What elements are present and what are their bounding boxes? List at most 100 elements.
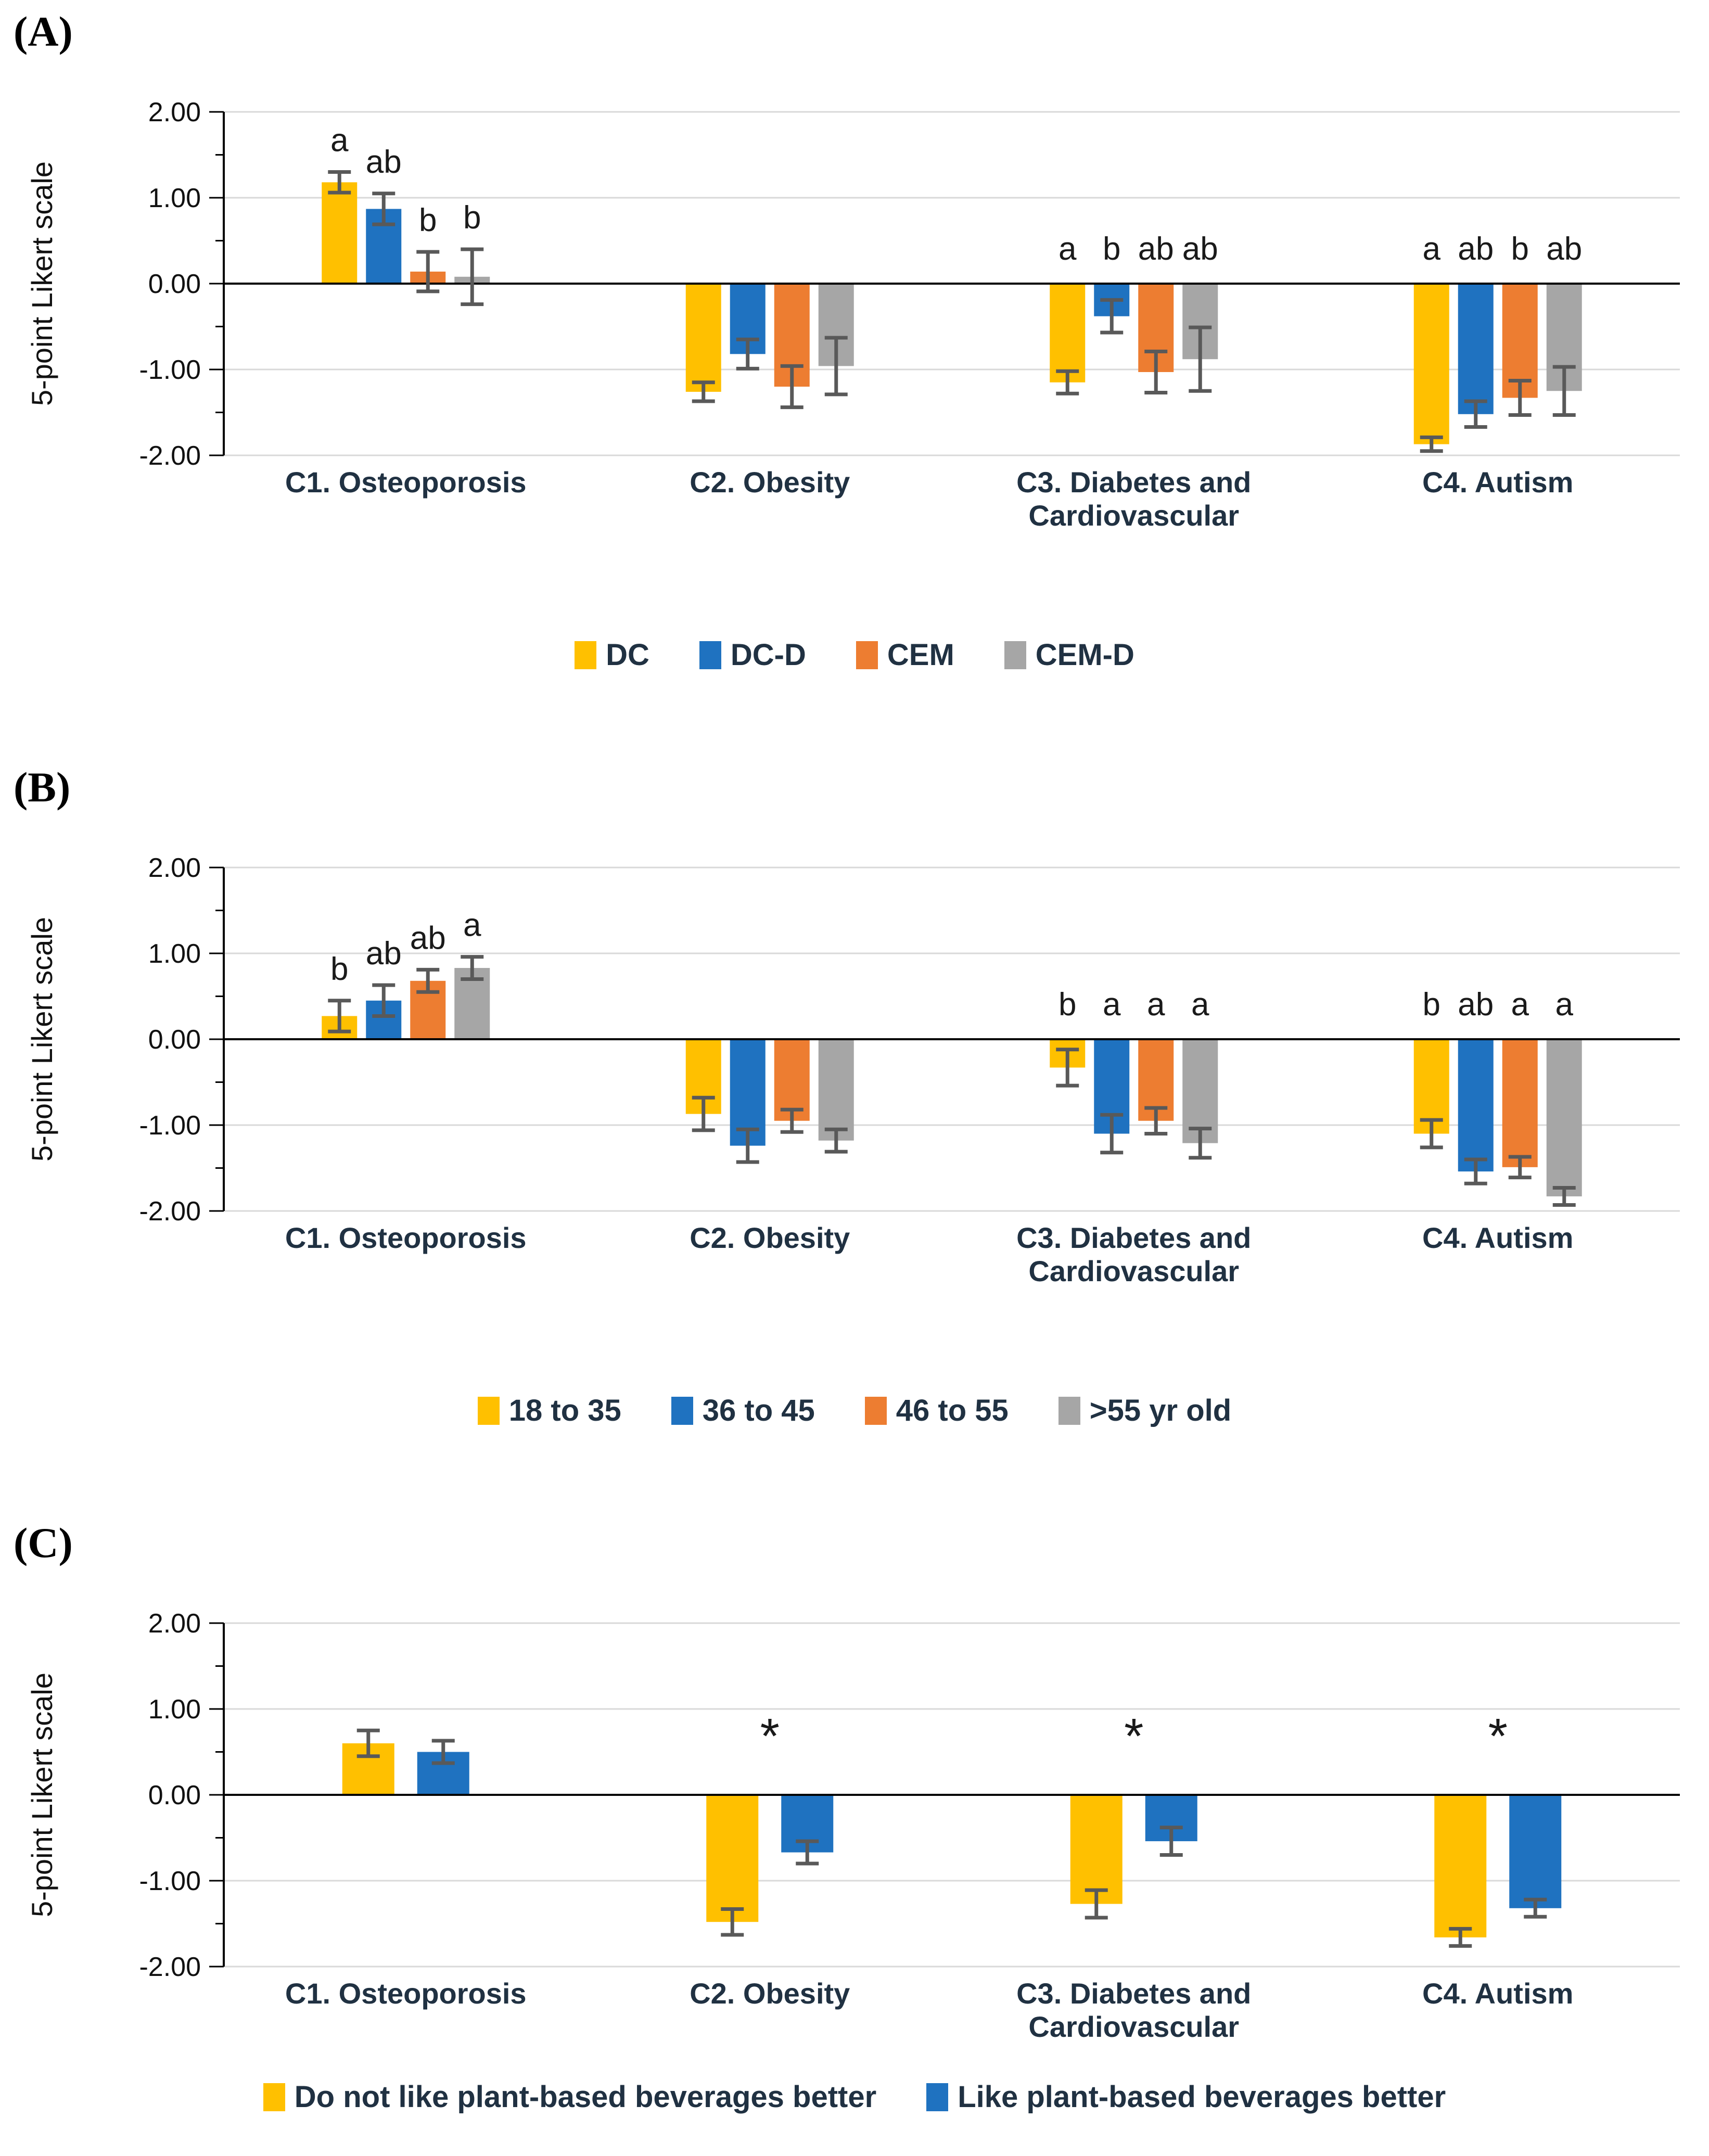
legend-item: Like plant-based beverages better [926, 2080, 1446, 2114]
sig-letter: a [330, 123, 349, 159]
sig-letter: ab [366, 144, 402, 180]
bar [1413, 284, 1449, 444]
sig-letter: a [1191, 987, 1209, 1023]
y-tick-label: 0.00 [148, 269, 201, 299]
legend-swatch [926, 2083, 949, 2111]
y-tick-label: 2.00 [148, 853, 201, 883]
sig-letter: ab [1458, 231, 1494, 267]
y-tick-label: 0.00 [148, 1780, 201, 1810]
sig-asterisk: * [1488, 1708, 1508, 1764]
category-label: C4. Autism [1422, 1977, 1573, 2010]
y-axis-title: 5-point Likert scale [25, 1673, 58, 1917]
bar [1434, 1795, 1487, 1937]
sig-letter: ab [1458, 987, 1494, 1023]
category-label: C2. Obesity [690, 466, 850, 499]
legend-label: CEM-D [1035, 638, 1134, 672]
sig-letter: b [1511, 231, 1529, 267]
legend-label: 46 to 55 [896, 1394, 1009, 1427]
panel-c: (C) 2.00 1.00 0.00 -1.00 -2.00 5-point Likert… [0, 1511, 1709, 2156]
y-tick-label: 1.00 [148, 1694, 201, 1725]
y-tick-label: -1.00 [139, 355, 201, 385]
sig-letter: ab [410, 920, 446, 956]
legend-swatch [671, 1396, 693, 1425]
bar [685, 284, 721, 392]
legend-swatch [856, 641, 878, 669]
legend-label: DC [606, 638, 649, 672]
sig-letter: b [330, 951, 348, 987]
sig-letter: ab [1182, 231, 1218, 267]
sig-letter: b [1103, 231, 1120, 267]
legend-label: 36 to 45 [702, 1394, 815, 1427]
bar [1070, 1795, 1123, 1904]
category-label: C2. Obesity [690, 1221, 850, 1254]
y-tick-label: 1.00 [148, 183, 201, 213]
category-label: Cardiovascular [1028, 2010, 1239, 2043]
category-label: Cardiovascular [1028, 499, 1239, 532]
sig-letter: a [1555, 987, 1574, 1023]
sig-letter: ab [1138, 231, 1174, 267]
legend-item: Do not like plant-based beverages better [263, 2080, 876, 2114]
bar [1509, 1795, 1562, 1908]
category-label: C2. Obesity [690, 1977, 850, 2010]
legend-label: DC-D [730, 638, 806, 672]
y-axis-title: 5-point Likert scale [25, 917, 58, 1162]
bar [706, 1795, 759, 1922]
legend-item: CEM [856, 637, 954, 672]
sig-asterisk: * [760, 1708, 780, 1764]
legend-item: >55 yr old [1058, 1393, 1231, 1428]
legend-item: 36 to 45 [671, 1393, 815, 1428]
sig-letter: ab [1546, 231, 1582, 267]
legend-swatch [263, 2083, 285, 2111]
legend-swatch [1004, 641, 1026, 669]
category-label: C1. Osteoporosis [285, 1977, 527, 2010]
sig-letter: a [1103, 987, 1121, 1023]
y-axis-title: 5-point Likert scale [25, 161, 58, 406]
bar-chart-c: 2.00 1.00 0.00 -1.00 -2.00 5-point Likert sca… [25, 1609, 1680, 2043]
legend-swatch [1058, 1396, 1080, 1425]
sig-letter: b [463, 200, 481, 236]
legend-label: 18 to 35 [508, 1394, 621, 1427]
y-tick-label: -2.00 [139, 1196, 201, 1227]
sig-letter: b [1423, 987, 1440, 1023]
legend-item: DC-D [699, 637, 806, 672]
legend-label: >55 yr old [1089, 1394, 1232, 1427]
panel-a: (A) 2.00 1.00 0.00 -1.00 -2.00 5-point Likert… [0, 0, 1709, 756]
bar [1502, 284, 1538, 398]
y-tick-label: -2.00 [139, 1952, 201, 1982]
bar-chart-a: 2.00 1.00 0.00 -1.00 -2.00 5-point Likert sca… [25, 97, 1680, 532]
panel-b: (B) 2.00 1.00 0.00 -1.00 -2.00 5-point Likert… [0, 756, 1709, 1511]
category-label: C3. Diabetes and [1016, 1977, 1251, 2010]
sig-asterisk: * [1124, 1708, 1143, 1764]
y-tick-label: -2.00 [139, 441, 201, 471]
y-tick-label: 1.00 [148, 939, 201, 969]
bar [1413, 1039, 1449, 1134]
y-tick-label: -1.00 [139, 1111, 201, 1141]
sig-letter: a [1058, 231, 1077, 267]
bar [1502, 1039, 1538, 1167]
sig-letter: a [1511, 987, 1529, 1023]
legend-swatch [864, 1396, 887, 1425]
bar [1050, 284, 1086, 382]
bar [322, 182, 358, 284]
sig-letter: a [1423, 231, 1441, 267]
sig-letter: ab [366, 936, 402, 972]
sig-letter: b [419, 202, 437, 238]
legend-b: 18 to 35 36 to 45 46 to 55 >55 yr old [0, 1393, 1709, 1428]
panel-label: (A) [14, 8, 73, 55]
legend-item: 18 to 35 [477, 1393, 621, 1428]
legend-a: DC DC-D CEM CEM-D [0, 637, 1709, 672]
y-tick-label: -1.00 [139, 1866, 201, 1896]
legend-item: 46 to 55 [864, 1393, 1009, 1428]
legend-swatch [699, 641, 721, 669]
legend-item: CEM-D [1004, 637, 1134, 672]
legend-swatch [575, 641, 597, 669]
sig-letter: a [463, 908, 481, 943]
category-label: C3. Diabetes and [1016, 466, 1251, 499]
category-label: C1. Osteoporosis [285, 1221, 527, 1254]
panel-label: (B) [14, 763, 71, 811]
panel-label: (C) [14, 1519, 73, 1566]
bar [1182, 1039, 1218, 1143]
legend-label: Do not like plant-based beverages better [294, 2080, 877, 2114]
y-tick-label: 2.00 [148, 1609, 201, 1639]
legend-swatch [477, 1396, 500, 1425]
